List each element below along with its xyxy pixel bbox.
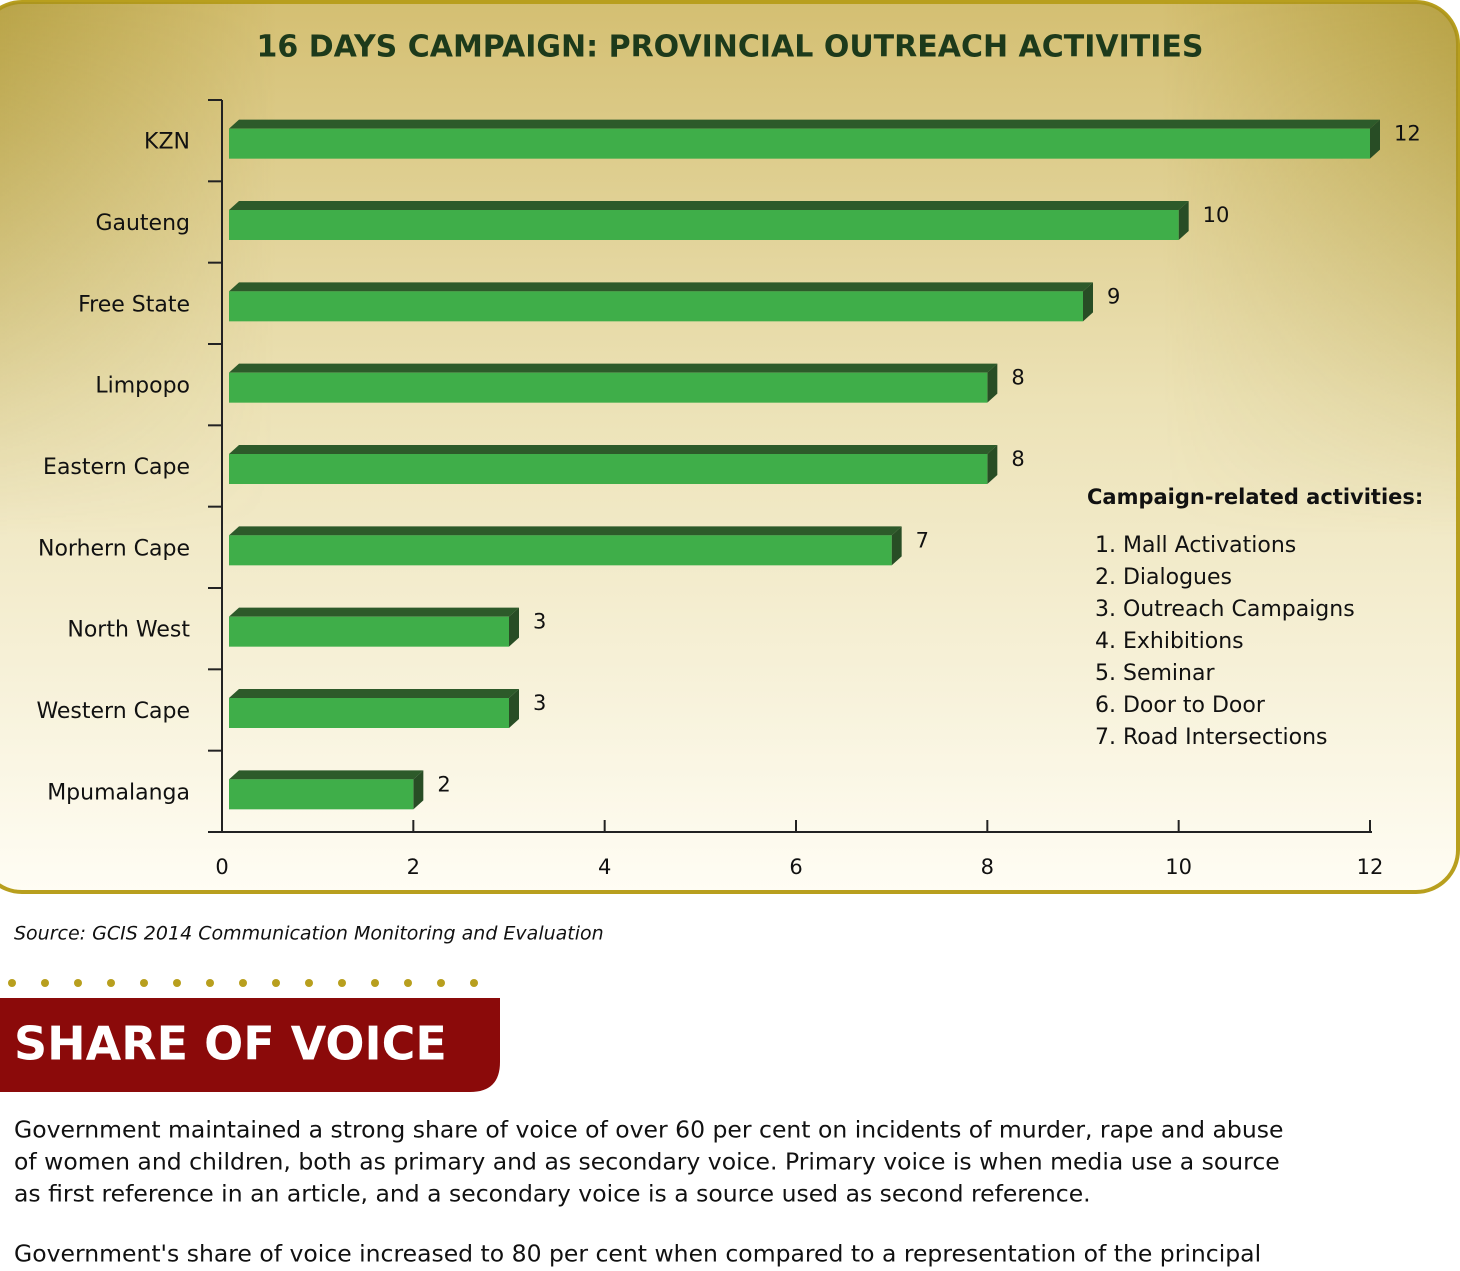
dot [305, 979, 313, 987]
y-tick-label: Limpopo [95, 374, 190, 399]
section-heading: SHARE OF VOICE [14, 1017, 447, 1071]
annotation-item: 4. Exhibitions [1095, 629, 1244, 654]
y-tick-label: KZN [144, 130, 190, 155]
annotation-item: 7. Road Intersections [1095, 725, 1328, 750]
bar-top [229, 526, 902, 536]
bar-side [987, 363, 998, 403]
y-tick-label: Free State [78, 292, 190, 317]
paragraph-line: Government's share of voice increased to… [14, 1240, 1261, 1268]
y-tick-label: North West [67, 618, 190, 643]
dot [437, 979, 445, 987]
bar-side [1083, 282, 1093, 322]
y-tick-label: Western Cape [36, 699, 190, 724]
x-tick-label: 6 [789, 855, 802, 879]
x-tick-label: 4 [598, 855, 611, 879]
dot [206, 979, 214, 987]
y-tick-label: Mpumalanga [47, 780, 190, 805]
dot [371, 979, 379, 987]
data-label: 8 [1011, 447, 1024, 471]
y-tick-label: Eastern Cape [43, 455, 190, 480]
bar-side [413, 770, 424, 810]
section-banner [0, 998, 500, 1092]
data-label: 9 [1107, 284, 1120, 308]
bar-side [509, 607, 519, 647]
bar [229, 128, 1370, 159]
bar [229, 698, 509, 728]
data-label: 7 [916, 528, 929, 552]
y-tick-label: Norhern Cape [38, 536, 190, 561]
bar-top [229, 770, 424, 780]
bar [229, 454, 988, 484]
bar [229, 616, 509, 647]
data-label: 2 [437, 772, 450, 796]
dot [272, 979, 280, 987]
paragraph-line: Government maintained a strong share of … [14, 1116, 1283, 1144]
bar [229, 779, 414, 810]
annotation-item: 3. Outreach Campaigns [1095, 597, 1355, 622]
bar-side [1178, 201, 1189, 240]
data-label: 12 [1394, 122, 1421, 146]
data-label: 8 [1011, 366, 1024, 390]
bar-side [509, 689, 519, 728]
dot [41, 979, 49, 987]
paragraph-line: of women and children, both as primary a… [14, 1148, 1280, 1176]
bar [229, 291, 1083, 322]
bar [229, 535, 892, 566]
x-tick-label: 0 [215, 855, 228, 879]
dot-row [8, 979, 478, 987]
dot [8, 979, 16, 987]
annotation-title: Campaign-related activities: [1087, 485, 1423, 509]
annotation-item: 6. Door to Door [1095, 693, 1266, 718]
y-tick-label: Gauteng [95, 211, 190, 236]
bar-side [1370, 119, 1380, 159]
dot [140, 979, 148, 987]
bar-top [229, 445, 998, 454]
bar [229, 210, 1179, 240]
bar-side [987, 445, 998, 484]
paragraph-line: as first reference in an article, and a … [14, 1180, 1091, 1208]
dot [239, 979, 247, 987]
x-tick-label: 10 [1165, 855, 1192, 879]
dot [404, 979, 412, 987]
x-tick-label: 8 [981, 855, 994, 879]
bar-top [229, 119, 1380, 129]
bar-top [229, 201, 1189, 210]
bar [229, 372, 988, 403]
annotation-item: 1. Mall Activations [1095, 533, 1296, 558]
x-tick-label: 2 [407, 855, 420, 879]
dot [74, 979, 82, 987]
dot [173, 979, 181, 987]
annotation-item: 5. Seminar [1095, 661, 1215, 686]
dot [338, 979, 346, 987]
chart-title: 16 DAYS CAMPAIGN: PROVINCIAL OUTREACH AC… [257, 30, 1204, 65]
bar-top [229, 607, 519, 617]
bar-top [229, 282, 1093, 292]
data-label: 3 [533, 610, 546, 634]
annotation-item: 2. Dialogues [1095, 565, 1232, 590]
bar-top [229, 689, 519, 698]
bar-side [891, 526, 902, 566]
data-label: 3 [533, 691, 546, 715]
dot [470, 979, 478, 987]
source: Source: GCIS 2014 Communication Monitori… [14, 923, 604, 945]
dot [107, 979, 115, 987]
bar-top [229, 363, 998, 373]
x-tick-label: 12 [1357, 855, 1384, 879]
data-label: 10 [1203, 203, 1230, 227]
